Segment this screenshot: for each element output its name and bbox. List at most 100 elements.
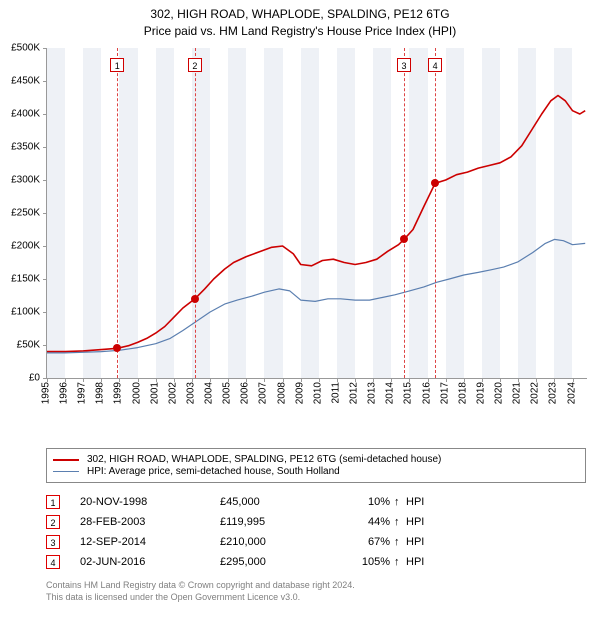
plot-region: 1 2 3 4 [46,48,587,379]
x-tick-label: 2013 [367,382,378,404]
x-tick-label: 2024 [566,382,577,404]
sales-row-index: 2 [46,515,60,529]
sales-row: 4 02-JUN-2016£295,000105%↑HPI [46,552,586,572]
sale-marker-box: 3 [397,58,411,72]
y-tick-label: £150K [0,274,40,285]
sales-row-price: £119,995 [220,516,330,528]
sales-row-date: 02-JUN-2016 [80,556,220,568]
legend: 302, HIGH ROAD, WHAPLODE, SPALDING, PE12… [46,448,586,483]
sales-row-hpi-label: HPI [406,536,446,548]
x-tick-label: 1996 [59,382,70,404]
x-tick-label: 2019 [475,382,486,404]
up-arrow-icon: ↑ [394,536,406,548]
x-tick-label: 2001 [149,382,160,404]
legend-label-hpi: HPI: Average price, semi-detached house,… [87,466,340,477]
x-tick-label: 2010 [312,382,323,404]
sales-row-hpi-label: HPI [406,556,446,568]
x-tick-label: 2008 [276,382,287,404]
legend-row: 302, HIGH ROAD, WHAPLODE, SPALDING, PE12… [53,454,579,465]
x-tick-label: 2018 [457,382,468,404]
y-tick-label: £250K [0,208,40,219]
y-tick-mark [43,213,47,214]
x-tick-label: 1995 [41,382,52,404]
footer-line1: Contains HM Land Registry data © Crown c… [46,580,586,592]
series-line-hpi [47,239,585,353]
y-tick-mark [43,114,47,115]
x-tick-label: 2004 [204,382,215,404]
legend-label-property: 302, HIGH ROAD, WHAPLODE, SPALDING, PE12… [87,454,441,465]
legend-swatch-property [53,459,79,461]
sales-row-hpi-label: HPI [406,516,446,528]
sales-row-diff: 67% [330,536,394,548]
x-tick-label: 2007 [258,382,269,404]
y-tick-label: £200K [0,241,40,252]
sales-row-index: 4 [46,555,60,569]
title-address: 302, HIGH ROAD, WHAPLODE, SPALDING, PE12… [0,6,600,23]
y-tick-mark [43,312,47,313]
sales-row: 120-NOV-1998£45,00010%↑HPI [46,492,586,512]
sales-row-hpi-label: HPI [406,496,446,508]
y-tick-label: £300K [0,175,40,186]
x-tick-label: 2022 [530,382,541,404]
sale-marker-line [435,48,436,378]
y-tick-mark [43,345,47,346]
x-tick-label: 1999 [113,382,124,404]
x-tick-label: 2021 [512,382,523,404]
sale-dot [400,235,408,243]
x-tick-label: 1998 [95,382,106,404]
x-tick-label: 2002 [167,382,178,404]
y-tick-mark [43,279,47,280]
y-tick-label: £350K [0,142,40,153]
x-tick-label: 2014 [385,382,396,404]
y-tick-label: £50K [0,340,40,351]
x-tick-label: 2011 [330,382,341,404]
footer-attribution: Contains HM Land Registry data © Crown c… [46,580,586,603]
chart-title-block: 302, HIGH ROAD, WHAPLODE, SPALDING, PE12… [0,0,600,40]
sale-dot [431,179,439,187]
y-tick-mark [43,48,47,49]
y-tick-mark [43,246,47,247]
y-tick-mark [43,81,47,82]
y-tick-label: £0 [0,373,40,384]
sale-marker-line [117,48,118,378]
up-arrow-icon: ↑ [394,516,406,528]
sales-row-price: £295,000 [220,556,330,568]
sales-row-date: 28-FEB-2003 [80,516,220,528]
sales-row: 228-FEB-2003£119,99544%↑HPI [46,512,586,532]
x-tick-label: 2016 [421,382,432,404]
y-tick-label: £400K [0,109,40,120]
sales-row-diff: 105% [330,556,394,568]
sale-dot [191,295,199,303]
sales-row-index: 1 [46,495,60,509]
sales-row-date: 12-SEP-2014 [80,536,220,548]
x-tick-label: 1997 [77,382,88,404]
sale-marker-box: 2 [188,58,202,72]
y-tick-mark [43,180,47,181]
x-tick-label: 2000 [131,382,142,404]
legend-row: HPI: Average price, semi-detached house,… [53,466,579,477]
footer-line2: This data is licensed under the Open Gov… [46,592,586,604]
x-tick-label: 2017 [439,382,450,404]
chart-area: 1234 £0£50K£100K£150K£200K£250K£300K£350… [46,48,586,408]
y-tick-mark [43,147,47,148]
x-tick-label: 2009 [294,382,305,404]
series-line-property [47,96,585,352]
sales-row-price: £45,000 [220,496,330,508]
legend-swatch-hpi [53,471,79,472]
x-tick-label: 2023 [548,382,559,404]
sale-dot [113,344,121,352]
sale-marker-line [404,48,405,378]
sales-row-price: £210,000 [220,536,330,548]
sale-marker-box: 4 [428,58,442,72]
up-arrow-icon: ↑ [394,496,406,508]
x-tick-label: 2015 [403,382,414,404]
sales-row-date: 20-NOV-1998 [80,496,220,508]
sales-row-index: 3 [46,535,60,549]
sale-marker-box: 1 [110,58,124,72]
x-tick-label: 2012 [349,382,360,404]
y-tick-label: £500K [0,43,40,54]
sales-row: 3 12-SEP-2014£210,00067%↑HPI [46,532,586,552]
x-tick-label: 2006 [240,382,251,404]
plot-svg [47,48,587,378]
up-arrow-icon: ↑ [394,556,406,568]
